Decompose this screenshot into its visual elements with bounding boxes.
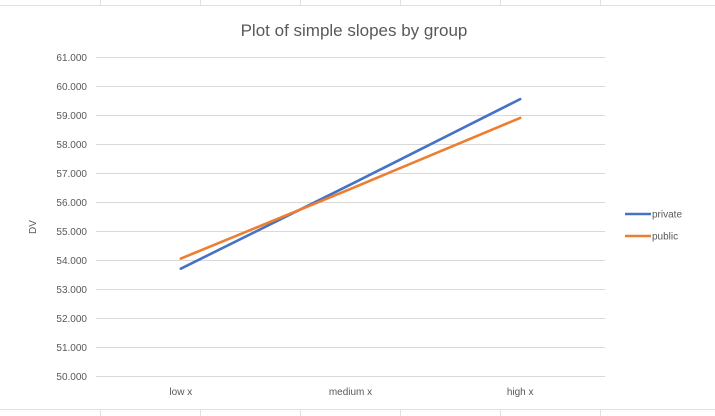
chart-title: Plot of simple slopes by group (241, 21, 468, 40)
y-tick-label: 51.000 (56, 343, 87, 354)
line-chart: Plot of simple slopes by group 50.000 51.… (28, 21, 682, 398)
y-tick-label: 59.000 (56, 111, 87, 122)
y-tick-label: 53.000 (56, 285, 87, 296)
x-axis-ticks: low x medium x high x (169, 387, 533, 398)
y-tick-label: 52.000 (56, 314, 87, 325)
y-tick-label: 57.000 (56, 169, 87, 180)
legend-item-public[interactable]: public (625, 232, 678, 243)
y-tick-label: 58.000 (56, 140, 87, 151)
y-tick-label: 55.000 (56, 227, 87, 238)
y-tick-label: 50.000 (56, 372, 87, 383)
series-lines (179, 97, 522, 271)
series-line-private[interactable] (179, 97, 522, 271)
series-line-public[interactable] (179, 116, 522, 260)
legend-label: private (652, 210, 682, 221)
chart-area[interactable]: Plot of simple slopes by group 50.000 51.… (8, 6, 711, 408)
y-tick-label: 60.000 (56, 82, 87, 93)
legend[interactable]: private public (625, 210, 682, 243)
y-tick-label: 54.000 (56, 256, 87, 267)
y-tick-label: 61.000 (56, 53, 87, 64)
gridlines (96, 57, 605, 377)
y-tick-label: 56.000 (56, 198, 87, 209)
x-tick-label: high x (507, 387, 534, 398)
y-axis-title: DV (28, 220, 39, 234)
legend-label: public (652, 232, 678, 243)
x-tick-label: medium x (329, 387, 372, 398)
legend-item-private[interactable]: private (625, 210, 682, 221)
x-tick-label: low x (169, 387, 192, 398)
y-axis-ticks: 50.000 51.000 52.000 53.000 54.000 55.000 56.0… (56, 53, 87, 383)
